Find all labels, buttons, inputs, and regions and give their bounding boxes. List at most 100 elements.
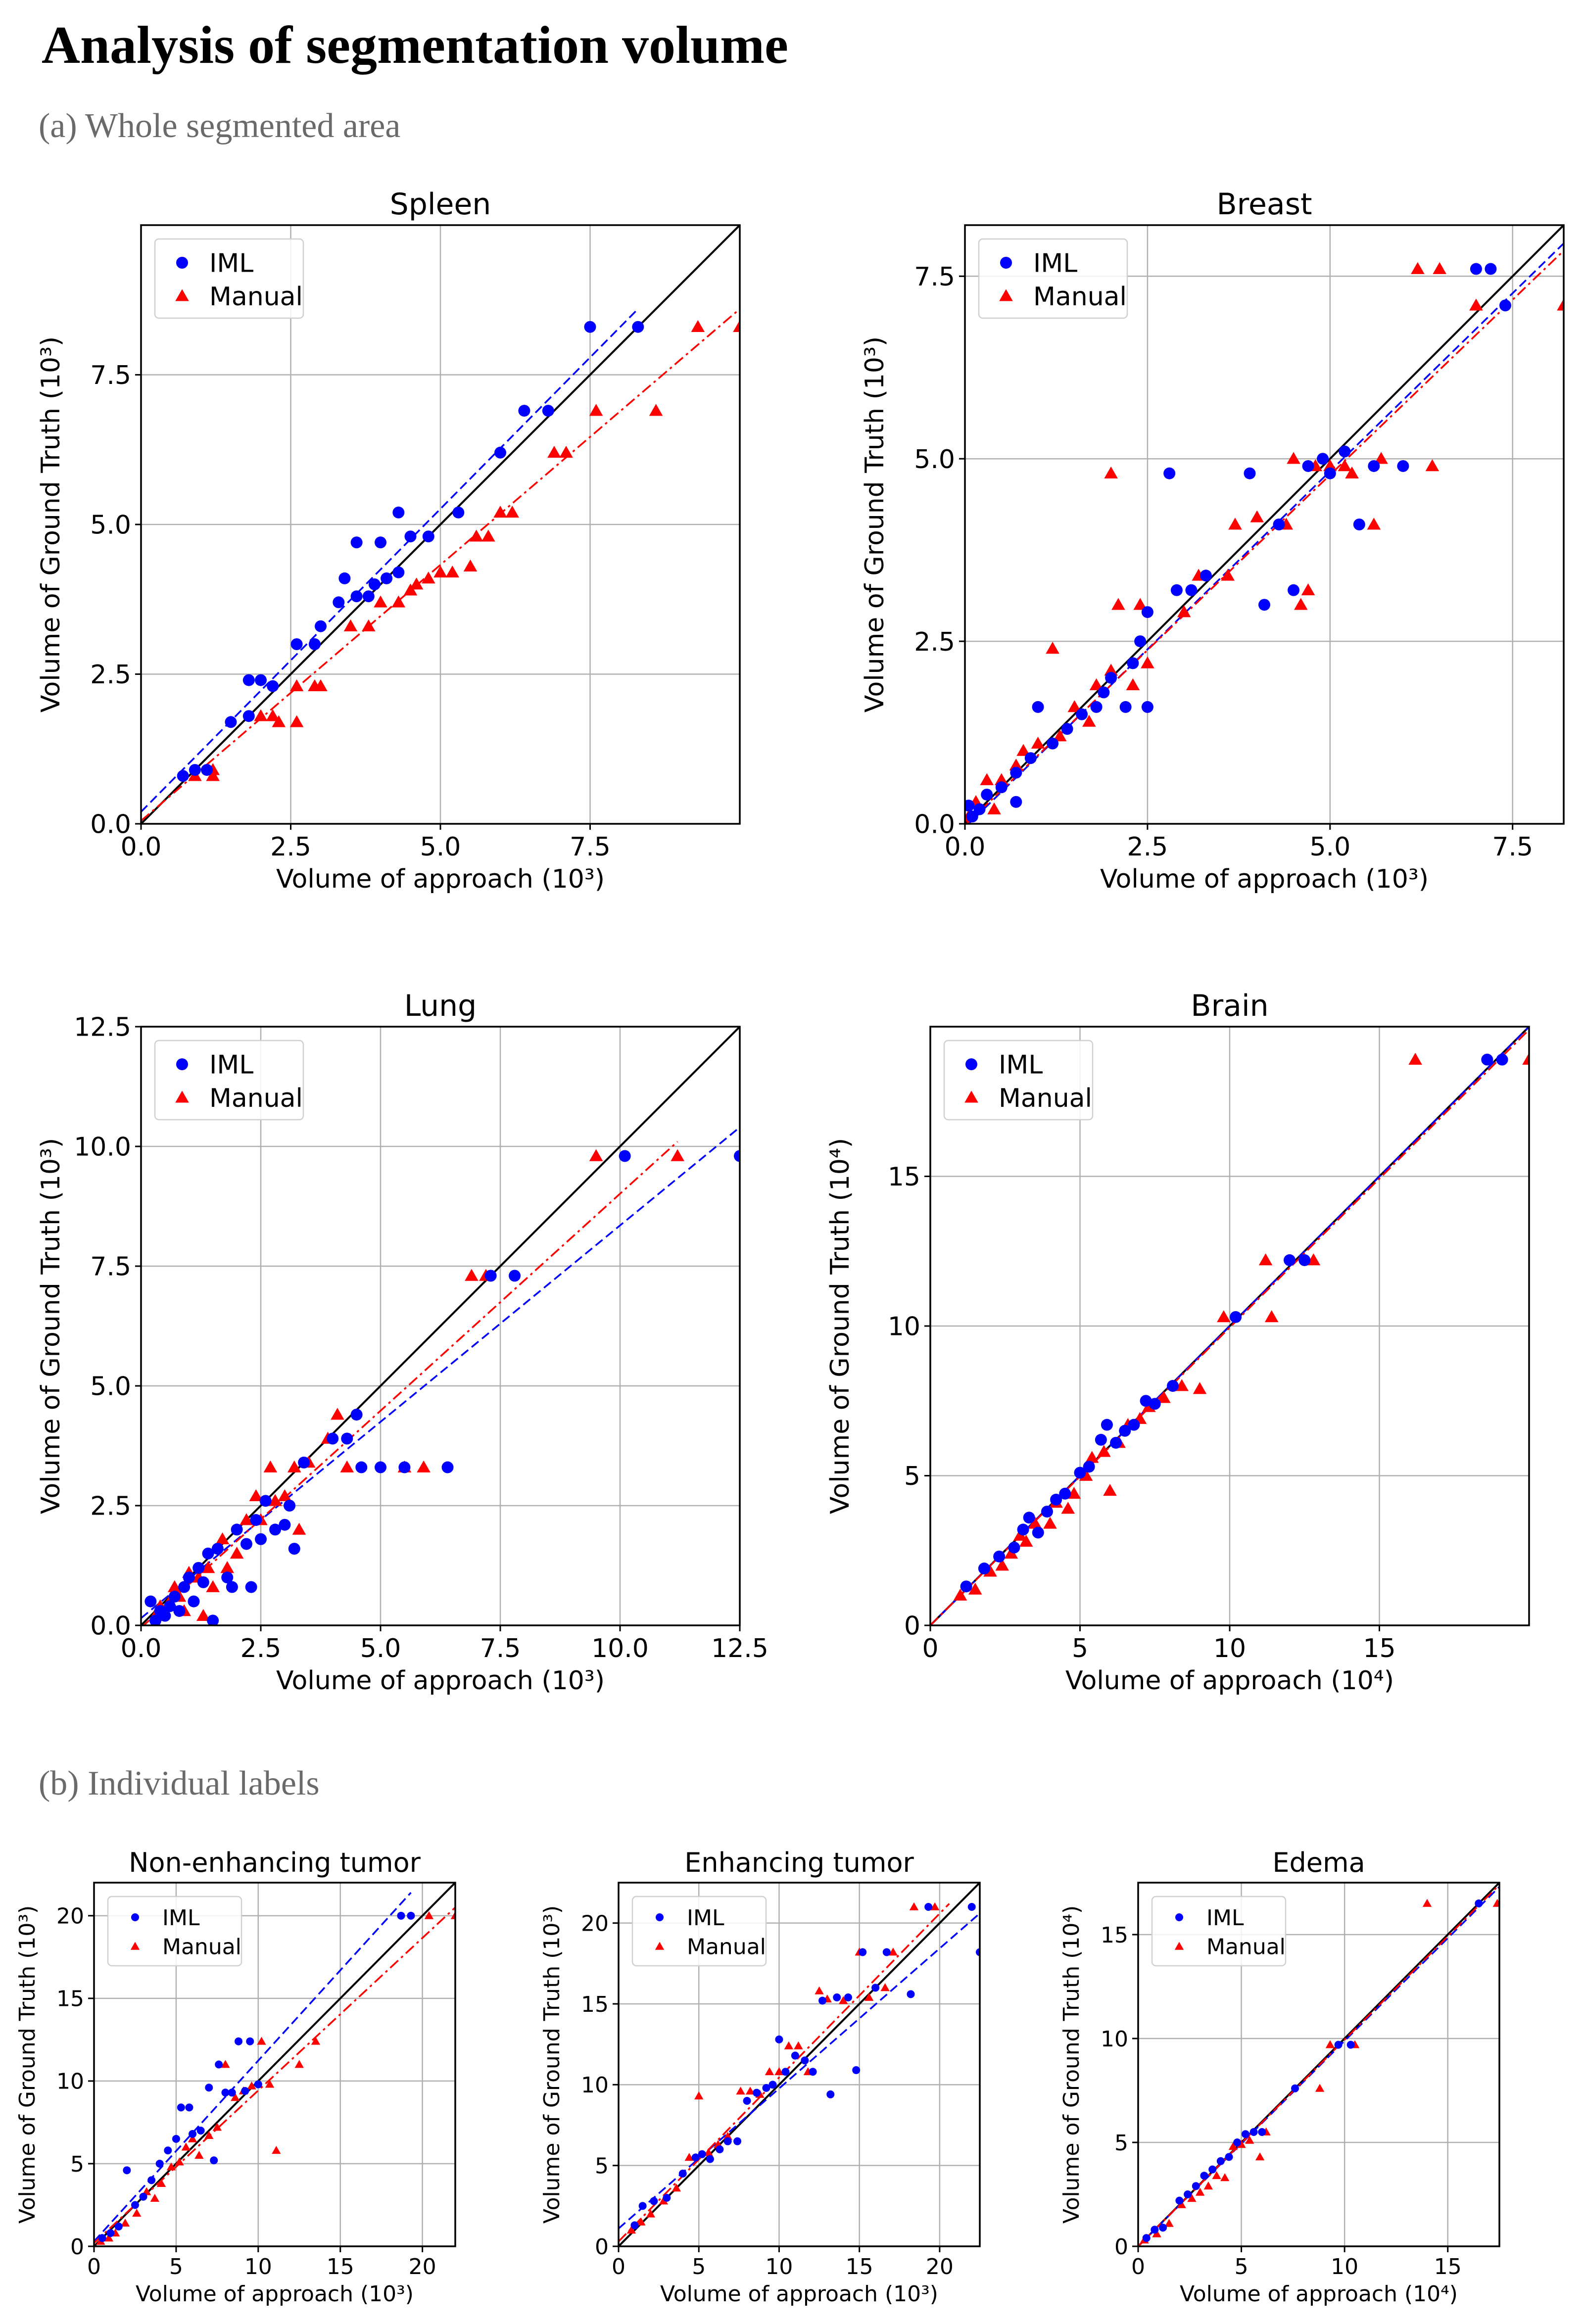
- data-point-iml: [240, 1538, 252, 1550]
- data-point-iml: [368, 578, 381, 590]
- data-point-iml: [355, 1461, 368, 1473]
- data-point-iml: [632, 321, 644, 333]
- data-point-manual: [422, 571, 435, 584]
- y-tick-label: 5: [595, 2154, 609, 2179]
- x-tick-label: 5.0: [360, 1634, 401, 1663]
- data-point-manual: [196, 1609, 210, 1621]
- chart-title: Spleen: [390, 187, 491, 222]
- data-point-manual: [684, 2153, 694, 2161]
- data-point-iml: [871, 1984, 880, 1992]
- data-point-iml: [981, 788, 993, 801]
- y-tick-label: 5.0: [90, 511, 131, 540]
- data-point-iml: [250, 1514, 262, 1526]
- data-point-manual: [230, 1547, 244, 1559]
- data-point-manual: [206, 1580, 220, 1592]
- data-point-iml: [1200, 569, 1212, 582]
- x-tick-label: 2.5: [240, 1634, 282, 1663]
- x-tick-label: 10: [244, 2254, 272, 2279]
- data-point-manual: [221, 2060, 230, 2068]
- data-point-manual: [1221, 569, 1235, 581]
- data-point-manual: [266, 709, 280, 721]
- data-point-iml: [1170, 584, 1183, 596]
- data-point-iml: [1159, 2224, 1167, 2232]
- data-point-iml: [1288, 584, 1300, 596]
- data-point-manual: [980, 773, 994, 785]
- legend-label-iml: IML: [687, 1905, 724, 1931]
- data-point-iml: [241, 2087, 249, 2095]
- data-point-manual: [120, 2219, 130, 2227]
- data-point-iml: [1225, 2153, 1233, 2161]
- data-point-iml: [1032, 1526, 1044, 1539]
- data-point-iml: [197, 1576, 209, 1588]
- data-point-iml: [422, 530, 434, 543]
- data-point-manual: [723, 2132, 732, 2140]
- x-axis-label: Volume of approach (10⁴): [1180, 2281, 1458, 2307]
- page-title: Analysis of segmentation volume: [42, 16, 788, 75]
- data-point-manual: [1082, 714, 1096, 727]
- x-tick-label: 5: [1072, 1634, 1088, 1663]
- data-point-iml: [781, 2068, 790, 2076]
- data-point-manual: [409, 577, 424, 590]
- data-point-manual: [212, 2123, 222, 2131]
- y-tick-label: 10: [1101, 2027, 1128, 2052]
- data-point-iml: [210, 2156, 218, 2165]
- data-point-manual: [547, 446, 561, 458]
- legend-box: [943, 1040, 1094, 1121]
- data-point-manual: [1228, 2142, 1238, 2150]
- data-point-manual: [104, 2233, 114, 2242]
- data-point-manual: [257, 2037, 266, 2045]
- data-point-iml: [678, 2170, 687, 2178]
- data-point-manual: [1345, 466, 1359, 479]
- data-point-iml: [1010, 766, 1022, 779]
- data-point-iml: [1101, 1419, 1113, 1431]
- plot-area-non-enhancing: [94, 1883, 455, 2246]
- data-point-iml: [231, 1523, 243, 1536]
- data-point-iml: [149, 1614, 162, 1625]
- y-axis-label: Volume of Ground Truth (10³): [36, 336, 66, 712]
- y-tick-label: 15: [1101, 1923, 1128, 1948]
- y-tick-label: 12.5: [74, 1013, 131, 1043]
- data-point-iml: [1185, 584, 1198, 596]
- data-point-iml: [833, 1993, 841, 2001]
- data-point-iml: [106, 2229, 115, 2237]
- data-point-iml: [164, 2146, 172, 2155]
- data-point-manual: [391, 595, 406, 608]
- legend-box: [1151, 1896, 1287, 1967]
- data-point-manual: [1315, 2084, 1325, 2092]
- data-point-manual: [374, 595, 387, 608]
- data-point-iml: [1151, 2226, 1159, 2234]
- data-point-manual: [839, 1996, 848, 2004]
- legend-marker-iml: [1000, 257, 1012, 269]
- data-point-iml: [1140, 1395, 1152, 1407]
- data-point-manual: [1187, 2194, 1197, 2202]
- legend-label-iml: IML: [1206, 1905, 1244, 1931]
- data-point-iml: [327, 1432, 339, 1445]
- data-point-manual: [784, 2041, 794, 2049]
- y-tick-label: 0: [595, 2234, 609, 2260]
- data-point-iml: [375, 536, 386, 549]
- y-axis-label: Volume of Ground Truth (10³): [860, 336, 890, 712]
- data-point-iml: [407, 1911, 415, 1920]
- plot-area-edema: [1138, 1883, 1499, 2246]
- data-point-manual: [343, 619, 358, 632]
- chart-lung: 0.0 2.5 5.0 7.5 10.0 12.5 0.0 2.5 5.0 7.5 10.0 12.5…: [36, 989, 768, 1696]
- data-point-manual: [968, 1582, 982, 1595]
- data-point-iml: [205, 2084, 213, 2092]
- data-point-iml: [966, 810, 978, 823]
- legend-marker-iml: [131, 1913, 139, 1921]
- data-point-manual: [671, 1149, 684, 1161]
- x-tick-label: 5.0: [420, 832, 461, 862]
- data-point-manual: [1287, 452, 1300, 464]
- data-point-iml: [1302, 460, 1314, 472]
- data-point-iml: [201, 764, 213, 776]
- data-point-manual: [150, 2193, 159, 2202]
- data-point-iml: [1184, 2190, 1192, 2198]
- data-point-iml: [350, 536, 363, 549]
- y-tick-label: 15: [56, 1987, 84, 2012]
- data-point-iml: [1273, 519, 1285, 530]
- data-point-iml: [245, 1581, 257, 1593]
- data-point-manual: [247, 2081, 256, 2089]
- y-tick-label: 5.0: [914, 445, 955, 474]
- y-tick-label: 20: [56, 1904, 84, 1929]
